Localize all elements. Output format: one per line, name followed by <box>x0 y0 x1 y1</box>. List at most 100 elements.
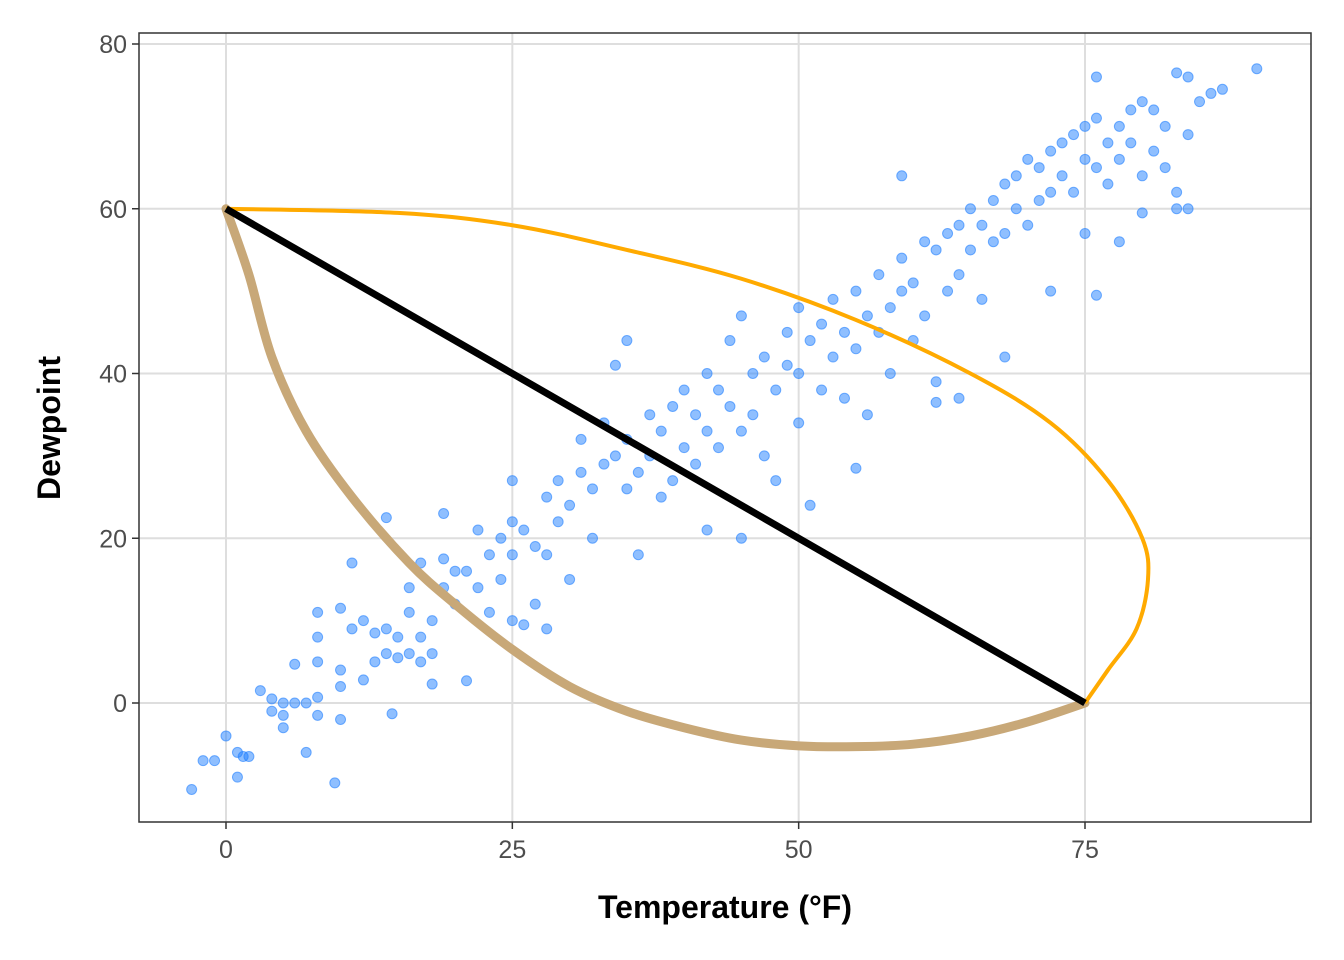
data-point <box>289 697 301 709</box>
data-point <box>300 697 312 709</box>
data-point <box>724 335 736 347</box>
data-point <box>587 483 599 495</box>
data-point <box>403 648 415 660</box>
x-axis-title: Temperature (°F) <box>598 889 852 925</box>
data-point <box>609 450 621 462</box>
data-point <box>541 623 553 635</box>
data-point <box>976 219 988 231</box>
data-point <box>609 359 621 371</box>
data-point <box>254 685 266 697</box>
data-point <box>1136 96 1148 108</box>
data-point <box>237 751 249 763</box>
data-point <box>541 491 553 503</box>
data-point <box>758 351 770 363</box>
data-point <box>1125 104 1137 116</box>
data-point <box>380 648 392 660</box>
data-point <box>770 384 782 396</box>
data-point <box>461 675 473 687</box>
data-point <box>1113 236 1125 248</box>
data-point <box>575 433 587 445</box>
data-point <box>426 615 438 627</box>
data-point <box>1194 96 1206 108</box>
x-tick-label: 25 <box>498 836 526 864</box>
y-tick-label: 20 <box>99 525 127 553</box>
data-point <box>529 540 541 552</box>
data-point <box>690 458 702 470</box>
data-point <box>850 343 862 355</box>
data-point <box>392 652 404 664</box>
data-point <box>541 549 553 561</box>
data-point <box>1090 289 1102 301</box>
data-point <box>266 705 278 717</box>
y-tick-label: 0 <box>113 690 127 718</box>
data-point <box>552 475 564 487</box>
data-point <box>506 615 518 627</box>
data-point <box>953 392 965 404</box>
data-point <box>1171 186 1183 198</box>
data-point <box>632 466 644 478</box>
data-point <box>386 708 398 720</box>
data-point <box>976 293 988 305</box>
data-point <box>735 425 747 437</box>
data-point <box>930 244 942 256</box>
data-point <box>712 384 724 396</box>
data-point <box>1102 178 1114 190</box>
data-point <box>1136 207 1148 219</box>
data-point <box>712 442 724 454</box>
data-point <box>632 549 644 561</box>
y-tick-label: 40 <box>99 361 127 389</box>
data-point <box>930 376 942 388</box>
data-point <box>506 549 518 561</box>
data-point <box>357 615 369 627</box>
data-point <box>1079 227 1091 239</box>
data-point <box>987 195 999 207</box>
overlay-lines <box>221 204 1151 752</box>
data-point <box>1033 162 1045 174</box>
data-point <box>415 631 427 643</box>
data-point <box>816 318 828 330</box>
data-point <box>472 524 484 536</box>
data-point <box>861 409 873 421</box>
data-point <box>816 384 828 396</box>
y-axis-title: Dewpoint <box>31 356 67 500</box>
data-point <box>942 227 954 239</box>
data-point <box>896 252 908 264</box>
data-point <box>472 582 484 594</box>
grid-lines <box>139 33 1311 822</box>
data-point <box>495 573 507 585</box>
data-point <box>999 227 1011 239</box>
data-point <box>449 565 461 577</box>
data-point <box>919 236 931 248</box>
data-point <box>770 475 782 487</box>
data-point <box>1148 145 1160 157</box>
data-point <box>483 549 495 561</box>
data-point <box>380 623 392 635</box>
data-point <box>804 335 816 347</box>
data-point <box>300 746 312 758</box>
data-point <box>1159 120 1171 132</box>
data-point <box>357 674 369 686</box>
data-point <box>289 658 301 670</box>
data-point <box>793 302 805 314</box>
data-point <box>747 368 759 379</box>
x-tick-label: 0 <box>219 836 233 864</box>
data-point <box>667 475 679 487</box>
data-point <box>1182 203 1194 215</box>
tan-curve <box>221 204 1090 752</box>
data-point <box>896 285 908 297</box>
data-point <box>827 293 839 305</box>
black-segment <box>224 205 1087 707</box>
data-point <box>1171 203 1183 215</box>
data-point <box>1205 87 1217 99</box>
data-point <box>861 310 873 322</box>
data-point <box>804 499 816 511</box>
data-point <box>930 396 942 408</box>
data-point <box>552 516 564 528</box>
data-point <box>518 619 530 631</box>
data-point <box>346 557 358 569</box>
data-point <box>575 466 587 478</box>
data-point <box>747 409 759 421</box>
axis-ticks: 0 25 50 75 0 20 40 60 80 <box>99 31 1099 864</box>
data-point <box>1045 145 1057 157</box>
data-point <box>1159 162 1171 174</box>
